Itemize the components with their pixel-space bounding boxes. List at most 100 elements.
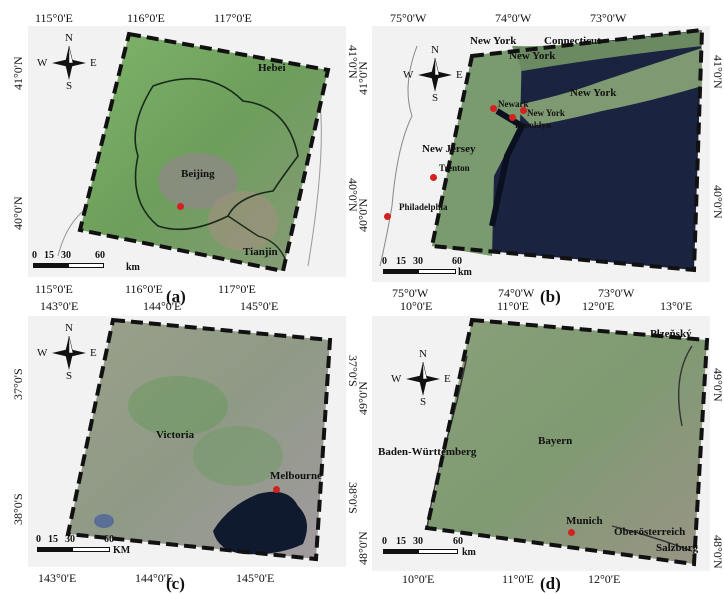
tianjin-boundary [227, 215, 287, 262]
vegetation-area [128, 376, 228, 436]
river-line [379, 45, 418, 267]
caption-c: (c) [166, 574, 185, 593]
map-c-canvas [65, 317, 333, 562]
tick-bottom: 144°0'E [135, 571, 174, 585]
tick-top: 115°0'E [35, 11, 73, 25]
tick-top: 145°0'E [240, 299, 279, 313]
label-tianjin: Tianjin [243, 246, 278, 258]
tick-left: 40°0'N [11, 196, 25, 230]
map-panel-a: Hebei Beijing Tianjin N S W E 0 15 30 60… [28, 26, 346, 277]
long-island [512, 48, 702, 126]
country-boundary [678, 345, 693, 427]
north-arrow-icon: N S W E [37, 32, 97, 92]
map-d-canvas [424, 317, 710, 567]
country-boundary [611, 525, 693, 552]
tick-bottom: 145°0'E [236, 571, 275, 585]
label-plzensky: Plzeňský [650, 328, 692, 340]
label-new-york-li: New York [570, 87, 617, 99]
caption-a: (a) [166, 287, 186, 306]
label-munich: Munich [566, 515, 603, 527]
tick-top: 117°0'E [214, 11, 252, 25]
scene-frame [77, 31, 331, 274]
city-marker-philadelphia [384, 213, 391, 220]
satellite-scene [427, 320, 707, 564]
urban-area [158, 153, 238, 209]
lake [94, 514, 114, 528]
tick-left: 38°0'S [11, 493, 25, 525]
caption-d: (d) [540, 574, 561, 593]
map-a-canvas [57, 31, 331, 274]
caption-b: (b) [540, 287, 561, 306]
tick-top: 12°0'E [582, 299, 615, 313]
tick-top: 13°0'E [660, 299, 693, 313]
label-newark: Newark [498, 99, 529, 109]
land-area [432, 48, 522, 256]
tick-top: 143°0'E [40, 299, 79, 313]
tick-bottom: 10°0'E [402, 572, 435, 586]
city-marker-brooklyn [509, 114, 516, 121]
port-phillip-bay [213, 491, 307, 555]
tick-right: 41°0'N [711, 55, 724, 89]
label-victoria: Victoria [156, 429, 195, 441]
city-marker-new-york [520, 107, 527, 114]
tick-left: 41°0'N [11, 56, 25, 90]
label-philadelphia: Philadelphia [399, 202, 448, 212]
tick-right: 49°0'N [711, 368, 724, 402]
city-marker-munich [568, 529, 575, 536]
scene-frame [429, 27, 705, 273]
tick-right: 40°0'N [711, 185, 724, 219]
label-new-york-state: New York [470, 35, 517, 47]
map-panel-d: Plzeňský Baden-Württemberg Bayern Munich… [372, 316, 710, 571]
label-trenton: Trenton [439, 163, 470, 173]
tick-top: 75°0'W [390, 11, 427, 25]
label-hebei: Hebei [258, 62, 286, 74]
tick-top: 10°0'E [400, 299, 433, 313]
tick-left: 40°0'N [356, 198, 370, 232]
tick-left: 48°0'N [356, 531, 370, 565]
city-marker-trenton [430, 174, 437, 181]
scene-frame [65, 317, 333, 562]
tick-left: 49°0'N [356, 381, 370, 415]
label-beijing: Beijing [181, 168, 215, 180]
tick-left: 41°0'N [356, 61, 370, 95]
tick-right: 48°0'N [711, 535, 724, 569]
tick-left: 37°0'S [11, 368, 25, 400]
north-arrow-icon: N S W E [403, 44, 463, 104]
tick-top: 73°0'W [590, 11, 627, 25]
north-arrow-icon: N S W E [37, 322, 97, 382]
map-panel-c: Victoria Melbourne N S W E 0 15 30 60 KM [28, 316, 346, 567]
map-panel-b: New York Connecticut New York New York N… [372, 26, 710, 282]
vegetation-area [193, 426, 283, 486]
label-new-york-2: New York [509, 50, 556, 62]
connecticut-coast [512, 30, 702, 71]
map-b-canvas [379, 27, 705, 273]
tick-bottom: 117°0'E [218, 282, 256, 296]
label-connecticut: Connecticut [544, 35, 601, 47]
north-arrow-icon: N S W E [391, 348, 451, 408]
tick-bottom: 115°0'E [35, 282, 73, 296]
label-bayern: Bayern [538, 435, 573, 447]
tick-top: 74°0'W [495, 11, 532, 25]
tick-top: 144°0'E [143, 299, 182, 313]
label-melbourne: Melbourne [270, 470, 322, 482]
tick-bottom: 74°0'W [498, 286, 535, 300]
tick-bottom: 75°0'W [392, 286, 429, 300]
scene-frame [424, 317, 710, 567]
tick-bottom: 12°0'E [588, 572, 621, 586]
label-brooklyn: Brooklyn [515, 120, 551, 130]
beijing-boundary [134, 77, 299, 231]
tick-top: 11°0'E [497, 299, 529, 313]
tick-top: 116°0'E [127, 11, 165, 25]
label-oberosterreich: Oberösterreich [614, 526, 686, 538]
label-new-york-city: New York [527, 108, 565, 118]
tick-bottom: 11°0'E [502, 572, 534, 586]
label-salzburg: Salzburg [656, 542, 699, 554]
city-marker-newark [490, 105, 497, 112]
label-new-jersey: New Jersey [422, 143, 476, 155]
tick-bottom: 143°0'E [38, 571, 77, 585]
city-marker-melbourne [273, 486, 280, 493]
city-marker-beijing [177, 203, 184, 210]
tick-bottom: 116°0'E [125, 282, 163, 296]
tick-right: 38°0'S [346, 482, 360, 514]
tick-bottom: 73°0'W [598, 286, 635, 300]
